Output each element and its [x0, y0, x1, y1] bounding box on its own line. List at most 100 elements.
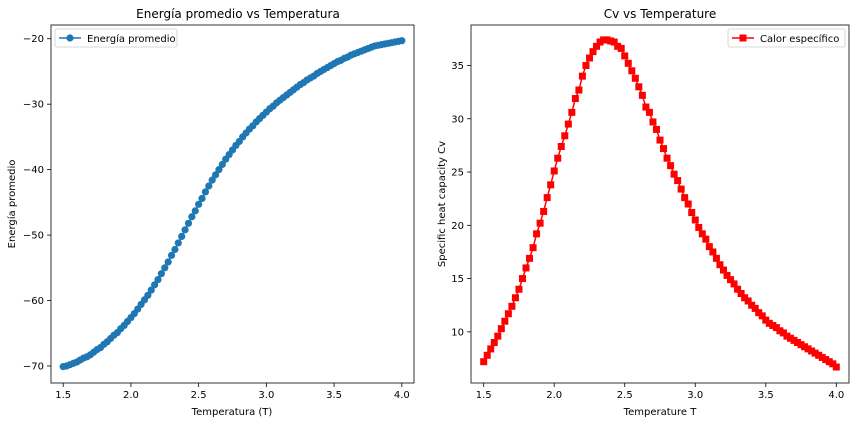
data-point	[737, 290, 745, 297]
data-point	[161, 264, 169, 272]
data-point	[638, 91, 646, 99]
data-point	[779, 329, 787, 337]
y-tick-label: −60	[23, 296, 44, 307]
data-point	[589, 48, 597, 56]
data-point	[593, 42, 601, 50]
data-point	[797, 341, 805, 349]
x-ticks: 1.5 2.0 2.5 3.0 3.5 4.0	[476, 383, 844, 401]
data-point	[218, 160, 226, 169]
data-point	[712, 254, 720, 262]
data-point	[600, 36, 608, 44]
data-point	[635, 83, 643, 91]
data-point	[716, 261, 724, 269]
data-point	[582, 61, 590, 69]
y-tick-label: 10	[451, 327, 464, 338]
data-point	[617, 44, 625, 52]
data-point	[181, 226, 189, 234]
chart-title: Cv vs Temperature	[604, 7, 716, 21]
data-point	[164, 258, 172, 266]
legend-box	[54, 28, 178, 48]
data-point	[776, 327, 784, 335]
data-point	[195, 200, 203, 208]
energy-chart: Energía promedio vs Temperatura 1.5 2.0 2.…	[6, 7, 415, 418]
legend-marker-swatch	[66, 34, 74, 42]
data-point	[751, 304, 759, 312]
data-point	[818, 353, 826, 361]
data-point	[543, 194, 551, 202]
data-point	[596, 38, 604, 46]
data-point	[515, 285, 523, 293]
data-point	[191, 207, 199, 215]
data-point	[201, 188, 210, 196]
data-point	[822, 356, 830, 364]
data-point	[490, 339, 498, 347]
y-ticks: 10 15 20 25 30 35	[451, 61, 471, 338]
x-tick-label: 1.5	[476, 390, 492, 401]
data-point	[684, 200, 692, 208]
data-point	[794, 339, 802, 347]
data-point	[765, 319, 773, 327]
data-point	[501, 317, 509, 325]
data-point	[734, 285, 742, 293]
data-point	[154, 275, 162, 284]
data-point	[670, 170, 678, 178]
data-point	[815, 351, 823, 359]
data-point	[205, 182, 213, 190]
x-tick-label: 3.0	[258, 390, 274, 401]
data-point	[487, 345, 495, 353]
data-point	[511, 294, 519, 302]
y-tick-label: 15	[451, 274, 464, 285]
data-point	[480, 358, 488, 366]
data-point	[656, 136, 664, 144]
legend: Energía promedio	[54, 28, 178, 48]
data-point	[198, 194, 206, 203]
data-point	[688, 209, 696, 217]
data-point	[533, 230, 541, 238]
data-point	[674, 177, 682, 185]
x-tick-label: 2.0	[546, 390, 562, 401]
x-tick-label: 2.5	[617, 390, 633, 401]
y-tick-label: −70	[23, 361, 44, 372]
x-tick-label: 4.0	[394, 390, 410, 401]
x-tick-label: 2.0	[123, 390, 139, 401]
data-point	[178, 232, 186, 240]
data-point	[607, 37, 615, 45]
data-point	[557, 142, 565, 150]
data-point	[188, 213, 196, 221]
data-point	[174, 239, 182, 247]
data-point	[568, 108, 576, 116]
data-point	[719, 266, 727, 274]
data-point	[660, 145, 668, 153]
x-tick-label: 1.5	[55, 390, 71, 401]
data-point	[825, 358, 833, 366]
data-point	[783, 332, 791, 340]
y-tick-label: 30	[451, 114, 464, 125]
y-tick-label: −30	[23, 100, 44, 111]
data-point	[649, 118, 657, 126]
y-tick-label: 25	[451, 168, 464, 179]
data-point	[801, 343, 809, 351]
legend-label: Calor específico	[760, 33, 839, 45]
data-point	[667, 162, 675, 170]
data-point	[211, 171, 220, 179]
data-point	[536, 219, 544, 227]
data-point	[497, 325, 505, 333]
y-tick-label: 20	[451, 221, 464, 232]
data-point	[748, 301, 756, 309]
data-point	[564, 120, 572, 128]
data-point	[571, 95, 579, 103]
data-point	[786, 334, 794, 342]
data-point	[804, 345, 812, 353]
x-tick-label: 3.5	[326, 390, 342, 401]
data-point	[578, 72, 586, 80]
data-point	[518, 275, 526, 283]
axes-frame	[470, 24, 850, 384]
data-point	[585, 54, 593, 62]
data-point	[144, 291, 152, 299]
x-tick-label: 2.5	[191, 390, 207, 401]
data-point	[151, 281, 159, 289]
legend: Calor específico	[727, 28, 846, 48]
data-point	[398, 37, 406, 45]
y-tick-label: 35	[451, 61, 464, 72]
data-point	[522, 264, 530, 272]
